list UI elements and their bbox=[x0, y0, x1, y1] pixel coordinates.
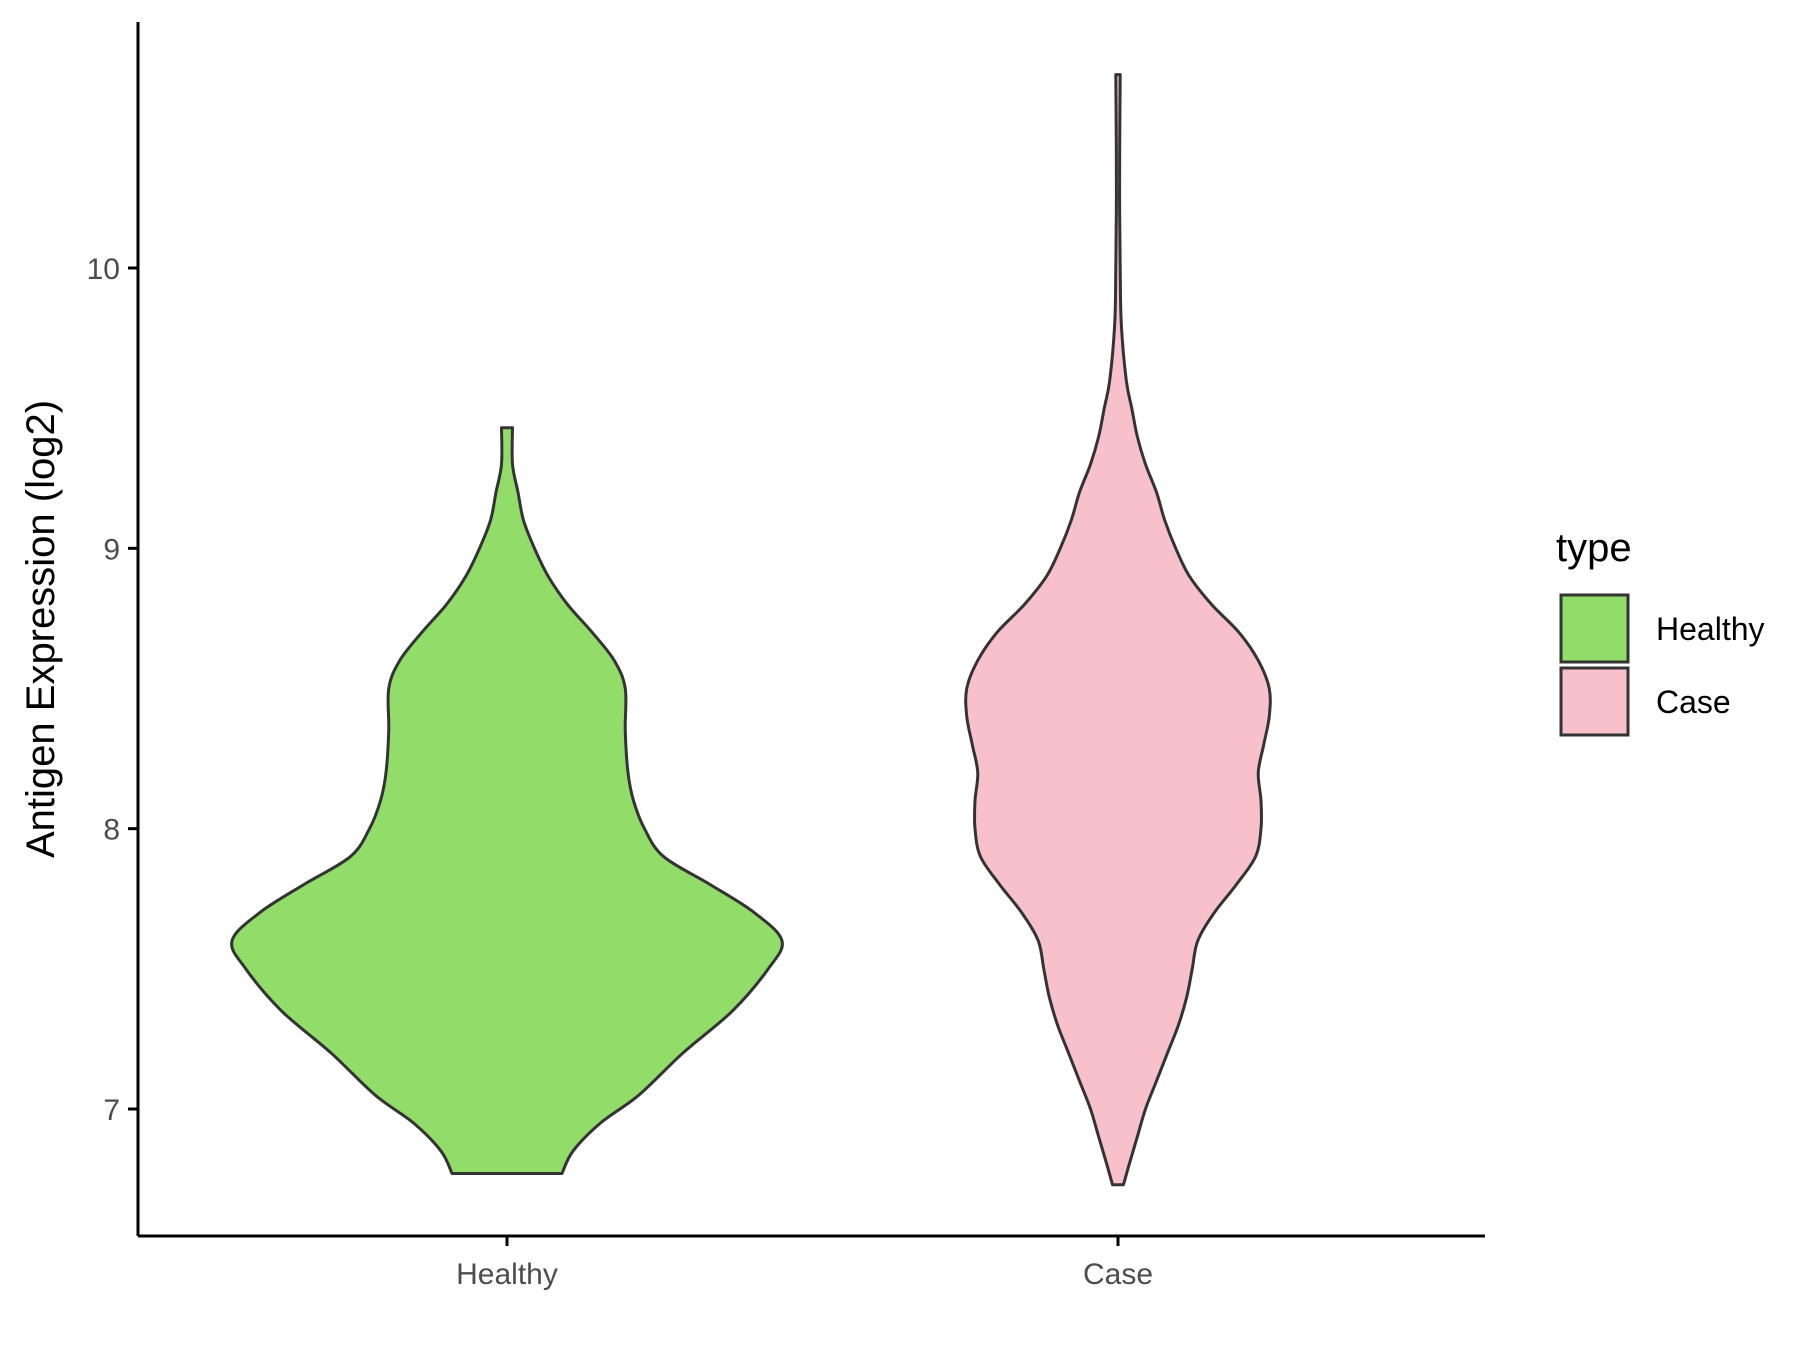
y-axis-title: Antigen Expression (log2) bbox=[19, 400, 63, 858]
legend-title: type bbox=[1556, 526, 1632, 570]
violins-layer bbox=[230, 73, 1272, 1187]
x-tick-label: Case bbox=[1083, 1258, 1153, 1291]
legend-label-healthy: Healthy bbox=[1656, 611, 1765, 647]
legend-key-healthy bbox=[1559, 593, 1630, 664]
y-tick-label: 10 bbox=[87, 253, 120, 286]
x-ticks: Healthy Case bbox=[456, 1236, 1153, 1291]
y-ticks: 7 8 9 10 bbox=[87, 253, 138, 1127]
y-tick-label: 7 bbox=[103, 1094, 120, 1127]
y-tick-label: 9 bbox=[103, 533, 120, 566]
legend: type Healthy Case bbox=[1556, 526, 1765, 737]
y-tick-label: 8 bbox=[103, 814, 120, 847]
legend-label-case: Case bbox=[1656, 684, 1731, 720]
legend-key-case bbox=[1559, 666, 1630, 737]
violin-case bbox=[964, 73, 1272, 1187]
axes-layer bbox=[136, 22, 1485, 1238]
x-tick-label: Healthy bbox=[456, 1258, 558, 1291]
violin-healthy bbox=[230, 426, 784, 1175]
